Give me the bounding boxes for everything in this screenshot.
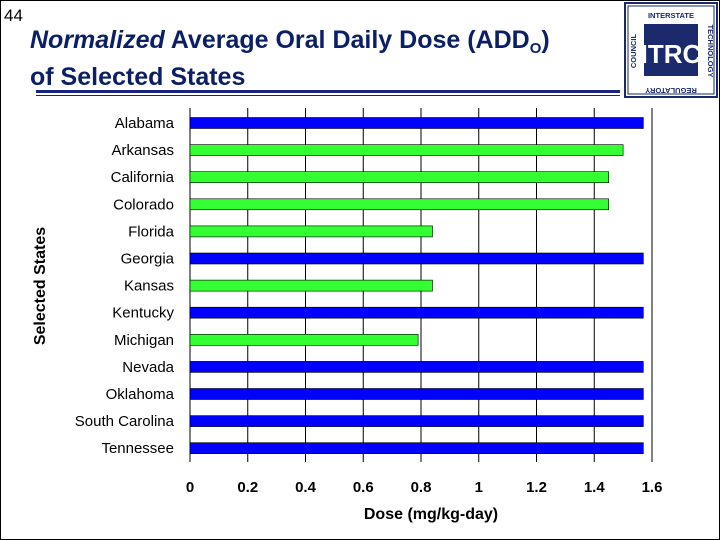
bar-colorado [189,198,609,211]
bar-nevada [189,361,644,373]
logo-top-text: INTERSTATE [648,11,694,20]
category-label-arkansas: Arkansas [111,142,174,159]
title-rule [36,90,620,93]
logo-left-text: COUNCIL [629,33,638,68]
category-label-florida: Florida [128,223,175,240]
bar-california [189,171,609,183]
x-tick-label-0.6: 0.6 [353,479,374,496]
title-subscript: O [529,40,542,57]
bar-michigan [189,333,419,346]
logo-right-text: TECHNOLOGY [706,24,715,77]
bar-alabama [189,117,644,129]
category-label-kansas: Kansas [124,278,174,295]
x-tick-label-0: 0 [186,479,194,496]
y-axis-title: Selected States [32,227,49,345]
category-label-georgia: Georgia [121,251,175,268]
title-close: ) [541,26,550,54]
slide-title: Normalized Average Oral Daily Dose (ADDO… [30,26,550,92]
logo-center-block [644,24,698,76]
category-label-south-carolina: South Carolina [75,413,175,430]
logo-center-text: ITRC [641,39,702,69]
x-tick-label-0.2: 0.2 [237,479,258,496]
category-label-oklahoma: Oklahoma [106,386,175,403]
bar-florida [189,225,433,238]
title-line-1: Normalized Average Oral Daily Dose (ADDO… [30,26,550,63]
category-label-michigan: Michigan [114,332,174,349]
category-label-alabama: Alabama [115,115,175,132]
x-tick-label-1: 1 [475,479,483,496]
x-axis-title: Dose (mg/kg-day) [364,506,498,523]
bar-kentucky [189,306,644,319]
x-tick-label-1.4: 1.4 [584,479,606,496]
x-tick-label-0.8: 0.8 [411,479,432,496]
chart-bars [189,117,644,455]
bar-georgia [189,252,644,265]
logo-bottom-text: REGULATORY [645,86,697,95]
itrc-logo: ITRC INTERSTATE TECHNOLOGY REGULATORY CO… [624,2,718,98]
title-line-2: of Selected States [30,63,246,91]
category-label-california: California [111,169,175,186]
x-tick-label-1.6: 1.6 [642,479,663,496]
slide-number: 44 [4,6,23,25]
bar-arkansas [189,144,624,156]
bar-kansas [189,279,433,292]
chart-category-labels: Alabama Arkansas California Colorado Florida… [75,115,175,457]
bar-tennessee [189,442,644,455]
category-label-tennessee: Tennessee [101,440,174,457]
bar-south-carolina [189,415,644,427]
bar-oklahoma [189,388,644,400]
title-rule-thin [36,95,620,96]
category-label-nevada: Nevada [122,359,174,376]
x-tick-label-0.4: 0.4 [295,479,317,496]
title-main: Average Oral Daily Dose (ADD [164,26,530,54]
category-label-kentucky: Kentucky [112,305,174,322]
logo-inner-border [627,5,715,95]
chart-x-tick-labels: 0 0.2 0.4 0.6 0.8 1 1.2 1.4 1.6 [186,479,663,496]
x-tick-label-1.2: 1.2 [526,479,547,496]
category-label-colorado: Colorado [113,196,174,213]
title-italic: Normalized [30,26,165,54]
